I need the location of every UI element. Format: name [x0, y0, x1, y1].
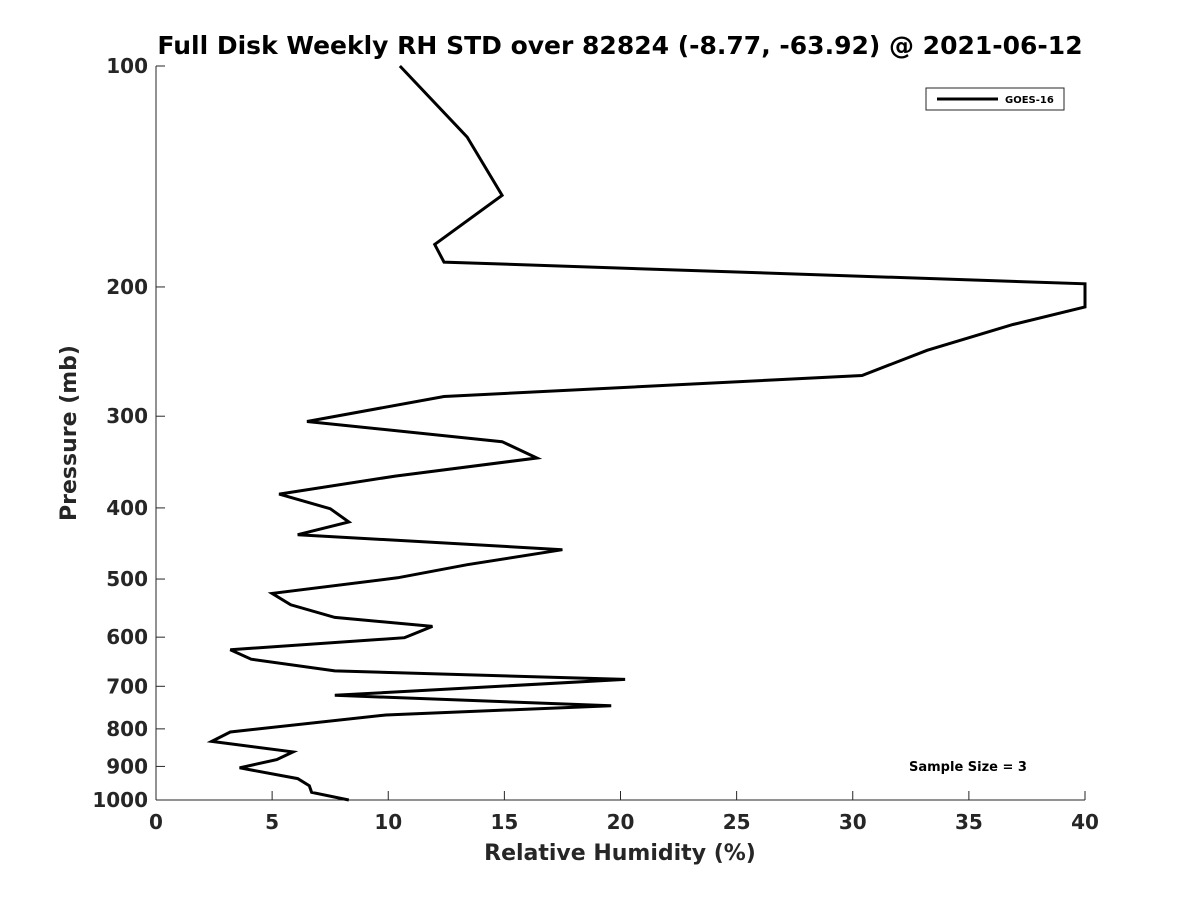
y-axis-ticks: 100 200 300 400 500 600 700 800 900 1000 [92, 54, 165, 812]
x-tick-label: 25 [723, 810, 751, 834]
x-tick-label: 0 [149, 810, 163, 834]
x-tick-label: 10 [374, 810, 402, 834]
series-layer [206, 64, 1087, 802]
y-tick-label: 500 [106, 567, 148, 591]
x-axis-label: Relative Humidity (%) [484, 841, 756, 866]
x-tick-label: 40 [1071, 810, 1099, 834]
x-axis-ticks: 0 5 10 15 20 25 30 35 40 [149, 791, 1099, 834]
y-tick-label: 200 [106, 275, 148, 299]
x-tick-label: 5 [265, 810, 279, 834]
x-tick-label: 20 [607, 810, 635, 834]
series-line-goes-16 [206, 64, 1087, 802]
y-tick-label: 1000 [92, 788, 148, 812]
legend-entry-goes-16: GOES-16 [1005, 95, 1054, 106]
y-tick-label: 300 [106, 404, 148, 428]
y-tick-label: 400 [106, 496, 148, 520]
y-tick-label: 100 [106, 54, 148, 78]
legend: GOES-16 [925, 87, 1065, 111]
y-axis-label: Pressure (mb) [57, 345, 82, 521]
x-tick-label: 35 [955, 810, 983, 834]
sample-size-annotation: Sample Size = 3 [909, 760, 1027, 775]
y-tick-label: 900 [106, 754, 148, 778]
x-tick-label: 15 [490, 810, 518, 834]
x-tick-label: 30 [839, 810, 867, 834]
chart-title: Full Disk Weekly RH STD over 82824 (-8.7… [157, 31, 1082, 60]
y-tick-label: 600 [106, 625, 148, 649]
y-tick-label: 800 [106, 717, 148, 741]
y-tick-label: 700 [106, 674, 148, 698]
plot-area [156, 66, 1085, 800]
